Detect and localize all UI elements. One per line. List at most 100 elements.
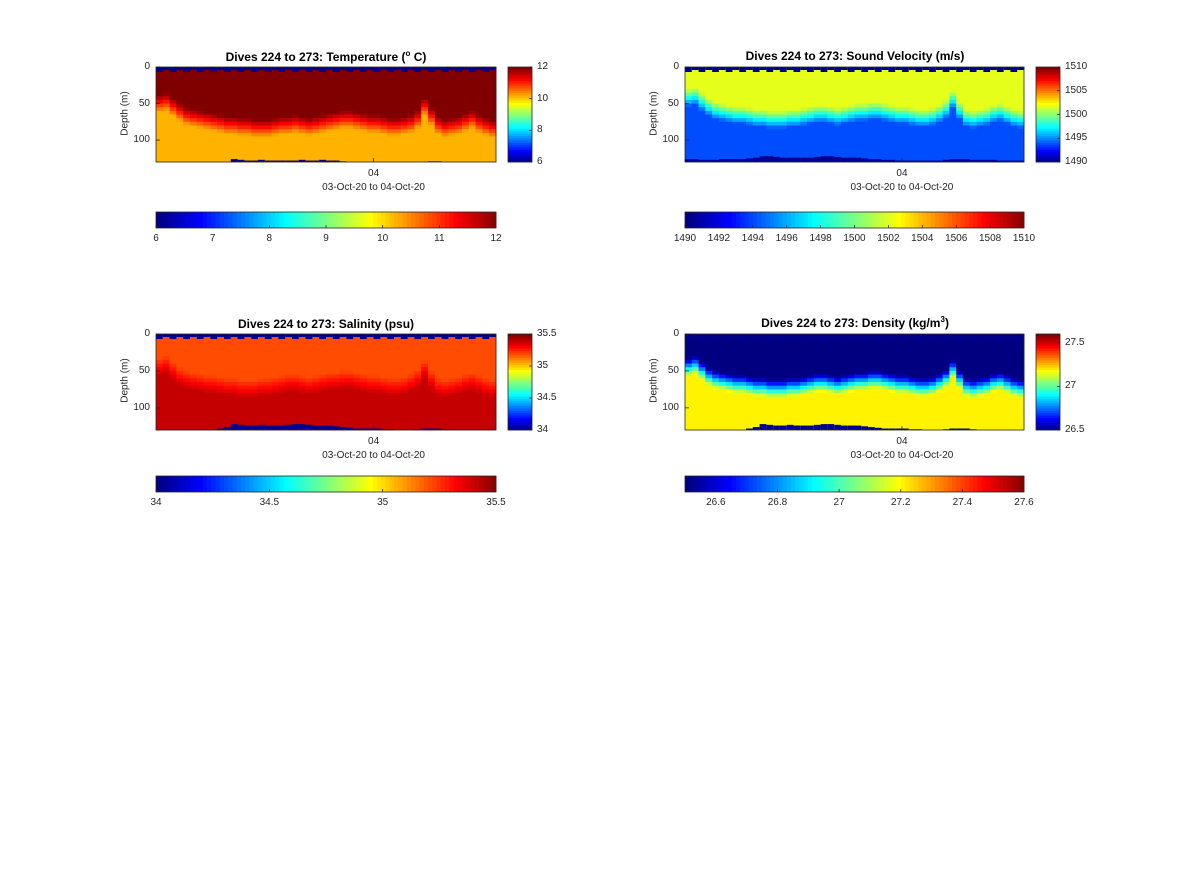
heatmap-cell — [230, 385, 238, 390]
heatmap-cell — [895, 85, 903, 90]
heatmap-cell — [394, 348, 402, 353]
surface-nodata — [746, 334, 754, 337]
heatmap-cell — [712, 132, 720, 137]
heatmap-cell — [244, 415, 252, 420]
colorbar-right-frame — [507, 333, 533, 431]
heatmap-cell — [271, 125, 279, 130]
heatmap-cell — [820, 147, 828, 152]
heatmap-cell — [448, 393, 456, 398]
heatmap-cell — [915, 70, 923, 75]
heatmap-cell — [455, 352, 463, 357]
heatmap-cell — [746, 136, 754, 141]
heatmap-cell — [169, 334, 177, 339]
heatmap-cell — [332, 136, 340, 141]
heatmap-cell — [190, 118, 198, 123]
heatmap-cell — [278, 393, 286, 398]
heatmap-cell — [380, 121, 388, 126]
heatmap-cell — [434, 154, 442, 159]
heatmap-cell — [366, 356, 374, 361]
heatmap-cell — [387, 418, 395, 424]
bottom-nodata — [332, 426, 340, 430]
heatmap-cell — [237, 341, 245, 346]
heatmap-cell — [407, 334, 415, 339]
colorbar-right-segment — [508, 140, 532, 144]
heatmap-cell — [271, 337, 279, 342]
heatmap-cell — [732, 378, 740, 383]
heatmap-cell — [475, 103, 483, 108]
heatmap-cell — [929, 107, 937, 112]
heatmap-cell — [298, 411, 306, 416]
heatmap-cell — [766, 129, 774, 134]
heatmap-cell — [759, 114, 767, 119]
heatmap-cell — [224, 114, 232, 119]
colorbar-bottom-segment — [985, 212, 991, 228]
heatmap-cell — [901, 74, 910, 79]
heatmap-cell — [759, 348, 767, 353]
bottom-nodata — [326, 425, 334, 430]
heatmap-cell — [996, 114, 1005, 119]
heatmap-cell — [475, 81, 483, 86]
heatmap-cell — [224, 92, 232, 97]
heatmap-cell — [732, 132, 740, 137]
heatmap-cell — [421, 389, 429, 394]
heatmap-cell — [366, 407, 374, 412]
heatmap-cell — [489, 337, 497, 342]
heatmap-cell — [366, 363, 374, 368]
heatmap-cell — [360, 385, 368, 390]
heatmap-cell — [705, 143, 713, 148]
heatmap-cell — [685, 147, 693, 152]
colorbar-right-segment — [508, 360, 532, 364]
surface-nodata — [237, 67, 245, 72]
heatmap-cell — [319, 356, 327, 361]
heatmap-cell — [360, 370, 368, 376]
heatmap-cell — [394, 415, 402, 420]
heatmap-cell — [983, 96, 991, 101]
heatmap-cell — [394, 151, 402, 156]
heatmap-cell — [244, 359, 252, 364]
heatmap-cell — [800, 70, 808, 75]
heatmap-cell — [400, 96, 408, 101]
heatmap-cell — [441, 356, 449, 361]
heatmap-cell — [732, 107, 740, 112]
heatmap-cell — [759, 136, 767, 141]
heatmap-cell — [820, 85, 828, 90]
heatmap-cell — [326, 107, 334, 112]
heatmap-cell — [732, 140, 740, 145]
heatmap-cell — [394, 400, 402, 405]
heatmap-cell — [332, 99, 340, 104]
heatmap-cell — [271, 67, 279, 72]
heatmap-cell — [196, 389, 204, 394]
heatmap-cell — [210, 415, 218, 420]
heatmap-cell — [448, 370, 456, 376]
heatmap-cell — [468, 337, 476, 342]
heatmap-cell — [326, 154, 334, 159]
heatmap-cell — [162, 367, 170, 372]
heatmap-cell — [217, 400, 225, 405]
colorbar-bottom-segment — [266, 212, 272, 228]
heatmap-cell — [468, 370, 476, 376]
bottom-nodata — [691, 159, 699, 162]
heatmap-cell — [1017, 158, 1025, 163]
heatmap-cell — [746, 348, 754, 353]
heatmap-cell — [807, 158, 815, 163]
bottom-nodata — [237, 424, 245, 430]
heatmap-cell — [732, 67, 740, 72]
heatmap-cell — [976, 70, 984, 75]
heatmap-cell — [400, 67, 408, 72]
colorbar-bottom-segment — [470, 476, 476, 492]
heatmap-cell — [793, 132, 801, 137]
heatmap-cell — [298, 363, 306, 368]
heatmap-cell — [407, 77, 415, 83]
heatmap-cell — [394, 393, 402, 398]
heatmap-cell — [807, 147, 815, 152]
heatmap-cell — [339, 77, 347, 83]
heatmap-cell — [779, 85, 788, 90]
heatmap-cell — [210, 140, 218, 145]
colorbar-bottom-segment — [245, 476, 250, 492]
heatmap-cell — [725, 70, 733, 75]
heatmap-cell — [312, 352, 320, 357]
heatmap-cell — [759, 396, 767, 401]
heatmap-cell — [162, 337, 170, 342]
heatmap-cell — [739, 393, 747, 398]
heatmap-cell — [705, 132, 713, 137]
